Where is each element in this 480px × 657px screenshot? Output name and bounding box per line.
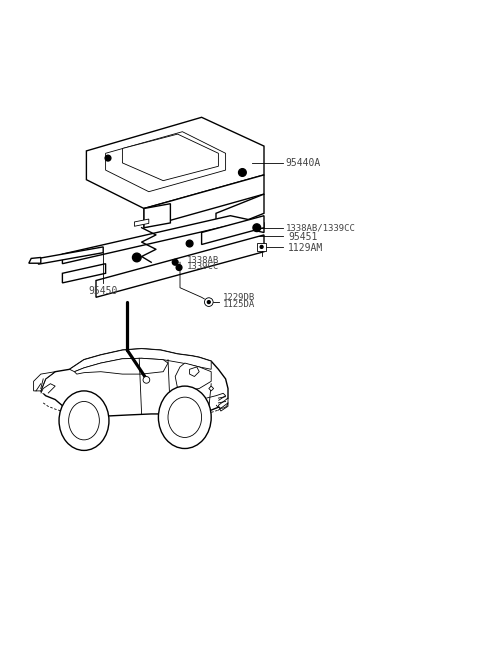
- Ellipse shape: [158, 386, 211, 449]
- Text: 1125DA: 1125DA: [223, 300, 255, 309]
- Polygon shape: [122, 134, 218, 181]
- Text: 1339CC: 1339CC: [187, 261, 219, 271]
- Polygon shape: [257, 243, 266, 251]
- Ellipse shape: [59, 391, 109, 451]
- Polygon shape: [144, 204, 170, 228]
- Ellipse shape: [168, 397, 202, 438]
- Polygon shape: [34, 372, 55, 391]
- Circle shape: [253, 224, 261, 231]
- Text: 1338AB/1339CC: 1338AB/1339CC: [286, 223, 356, 232]
- Polygon shape: [144, 175, 264, 228]
- Polygon shape: [106, 131, 226, 192]
- Circle shape: [260, 246, 263, 248]
- Polygon shape: [209, 386, 214, 391]
- Circle shape: [105, 155, 111, 161]
- Text: 95440A: 95440A: [286, 158, 321, 168]
- Polygon shape: [74, 358, 168, 374]
- Text: 1129AM: 1129AM: [288, 243, 323, 253]
- Circle shape: [204, 298, 213, 306]
- Polygon shape: [134, 219, 149, 226]
- Text: 95451: 95451: [288, 233, 317, 242]
- Polygon shape: [70, 349, 211, 372]
- Text: 1338AB: 1338AB: [187, 256, 219, 265]
- Polygon shape: [206, 394, 226, 401]
- Text: 1229DB: 1229DB: [223, 293, 255, 302]
- Ellipse shape: [69, 401, 99, 440]
- Circle shape: [207, 301, 210, 304]
- Text: 95450: 95450: [89, 286, 118, 296]
- Circle shape: [132, 253, 141, 261]
- Polygon shape: [86, 118, 264, 208]
- Polygon shape: [190, 367, 199, 376]
- Polygon shape: [218, 398, 228, 411]
- Circle shape: [172, 260, 178, 265]
- Polygon shape: [175, 363, 211, 391]
- Polygon shape: [41, 384, 55, 394]
- Polygon shape: [202, 215, 264, 244]
- Polygon shape: [216, 194, 264, 233]
- Circle shape: [186, 240, 193, 247]
- Polygon shape: [62, 263, 106, 283]
- Circle shape: [239, 169, 246, 176]
- Polygon shape: [62, 215, 264, 263]
- Circle shape: [204, 298, 213, 306]
- Polygon shape: [38, 247, 103, 264]
- Circle shape: [143, 376, 150, 383]
- Polygon shape: [29, 258, 41, 263]
- Polygon shape: [96, 235, 264, 298]
- Circle shape: [176, 265, 182, 271]
- Polygon shape: [41, 349, 228, 416]
- Ellipse shape: [204, 298, 213, 306]
